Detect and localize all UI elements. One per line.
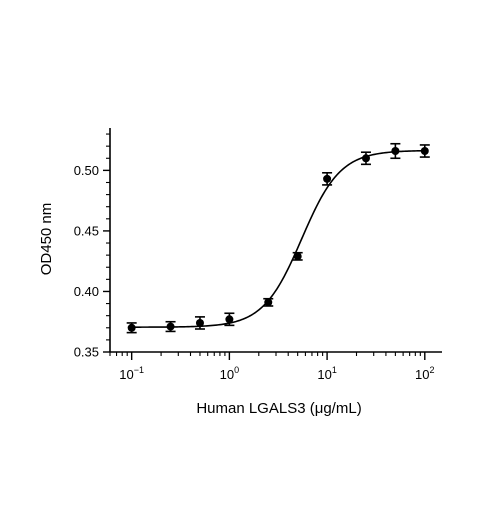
data-point — [225, 315, 234, 324]
x-tick-label: 101 — [317, 365, 336, 382]
data-point-group — [263, 297, 274, 307]
data-point-group — [165, 320, 176, 333]
data-point — [127, 323, 136, 332]
y-axis-label: OD450 nm — [38, 203, 55, 276]
x-tick-label: 10−1 — [119, 365, 144, 382]
data-point-group — [224, 312, 235, 327]
data-point-group — [419, 144, 430, 158]
y-tick-label: 0.50 — [74, 163, 99, 178]
y-tick-label: 0.45 — [74, 223, 99, 238]
data-point-group — [322, 172, 333, 186]
data-point-group — [292, 251, 303, 261]
fit-layer — [131, 149, 425, 328]
data-point-group — [390, 142, 401, 160]
data-point — [166, 322, 175, 331]
data-point — [323, 174, 332, 183]
data-point-group — [126, 322, 137, 334]
fit-curve — [131, 149, 425, 328]
data-point — [391, 147, 400, 156]
points-layer — [126, 142, 430, 334]
y-tick-label: 0.40 — [74, 284, 99, 299]
x-axis-label: Human LGALS3 (μg/mL) — [196, 400, 361, 417]
axes-layer: 0.35 0.40 0.45 0.50 10−1 100 101 102 — [74, 128, 442, 382]
data-point-group — [194, 316, 205, 330]
data-point — [293, 252, 302, 261]
data-point — [361, 154, 370, 163]
y-tick-label: 0.35 — [74, 345, 99, 360]
data-point — [195, 318, 204, 327]
x-tick-label: 102 — [415, 365, 434, 382]
data-point — [420, 147, 429, 156]
data-point — [264, 298, 273, 307]
data-point-group — [360, 151, 371, 166]
x-tick-label: 100 — [220, 365, 239, 382]
